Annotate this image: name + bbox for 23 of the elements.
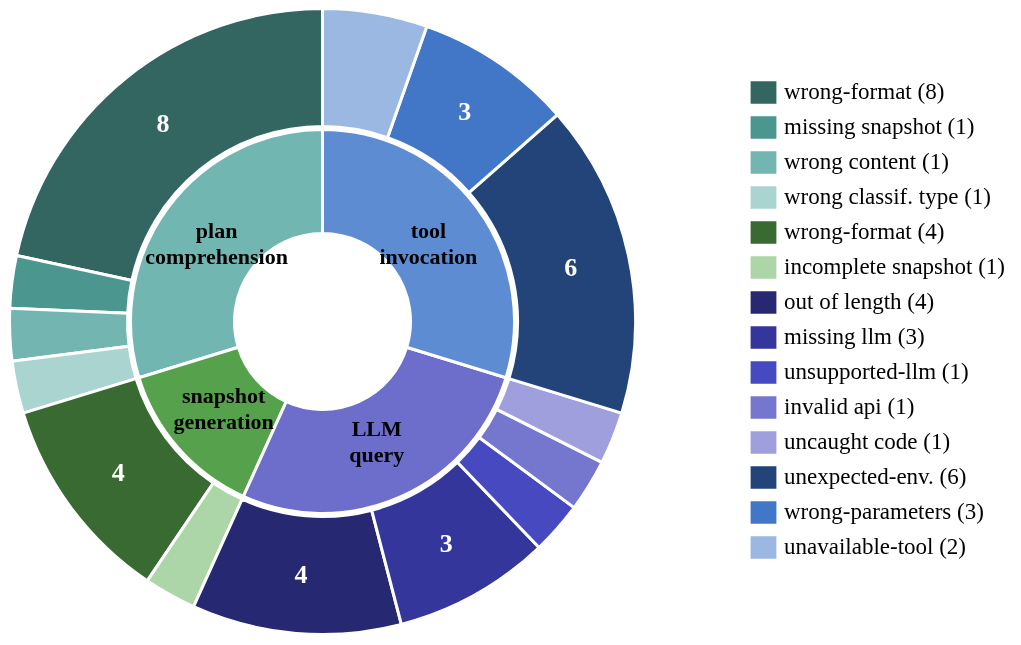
legend-label: unsupported-llm (1) [784,358,969,386]
legend-label: incomplete snapshot (1) [784,253,1006,281]
data-label: 4 [111,458,125,488]
legend-label: wrong-parameters (3) [784,498,984,526]
legend-label: unavailable-tool (2) [784,533,967,561]
legend-label: missing llm (3) [784,323,925,351]
legend-label: wrong content (1) [784,148,949,176]
slice-label: snapshot generation [173,382,274,435]
legend-label: out of length (4) [784,288,935,316]
data-label: 3 [458,96,472,126]
legend-label: wrong-format (4) [784,218,945,246]
data-label: 8 [156,109,170,139]
data-label: 3 [439,528,453,558]
legend-label: missing snapshot (1) [784,113,975,141]
legend-label: wrong classif. type (1) [784,183,991,211]
slice-label: LLM query [349,415,405,468]
legend-label: invalid api (1) [784,393,915,421]
slice-label: tool invocation [379,217,478,269]
legend-label: unexpected-env. (6) [784,463,967,491]
data-label: 6 [564,253,578,283]
data-label: 4 [294,560,308,590]
legend-label: wrong-format (8) [784,78,945,106]
legend-label: uncaught code (1) [784,428,951,456]
